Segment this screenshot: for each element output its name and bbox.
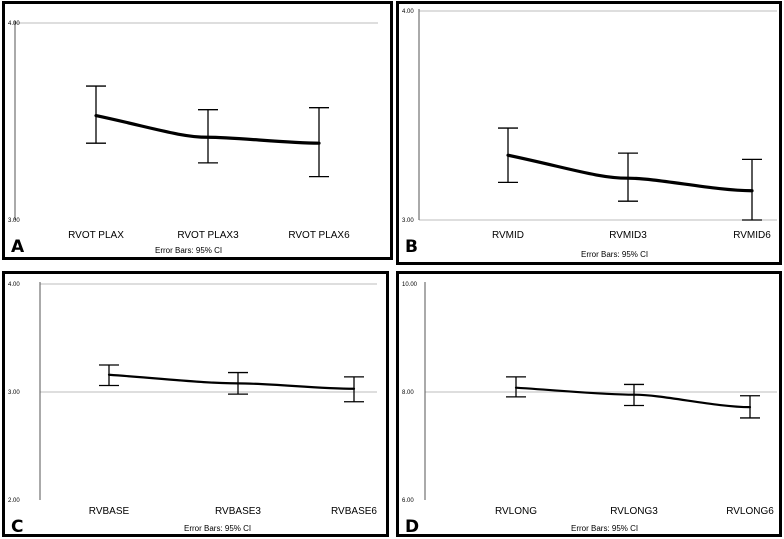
- category-label-b-1: RVMID3: [609, 230, 647, 241]
- error-bar-c-1: [228, 371, 248, 395]
- category-label-a-2: RVOT PLAX6: [288, 230, 350, 241]
- error-bar-a-1: [198, 109, 218, 164]
- category-label-b-2: RVMID6: [733, 230, 771, 241]
- error-bar-b-1: [618, 152, 638, 202]
- mean-line-d: [514, 386, 752, 409]
- chart-b: 3.00 4.00 RVMID RVMID3 RVMID6: [402, 9, 777, 241]
- category-label-d-0: RVLONG: [495, 506, 537, 517]
- error-bar-d-0: [506, 376, 526, 398]
- category-label-c-1: RVBASE3: [215, 506, 261, 517]
- y-tick-label-d-2: 10.00: [402, 282, 418, 288]
- mean-line-c: [107, 373, 356, 390]
- category-label-c-2: RVBASE6: [331, 506, 377, 517]
- chart-a: 3.00 4.00 RVOT PLAX RVOT PLAX3 RVOT PLAX6: [8, 21, 378, 241]
- panel-letter-c: C: [11, 517, 24, 537]
- y-tick-label-c-1: 3.00: [8, 390, 20, 396]
- chart-d: 6.00 8.00 10.00 RVLONG RVLONG3 RVLONG6: [402, 282, 777, 517]
- panel-letter-b: B: [405, 237, 418, 257]
- error-bar-d-2: [740, 395, 760, 419]
- category-label-a-0: RVOT PLAX: [68, 230, 124, 241]
- y-tick-label-c-0: 2.00: [8, 498, 20, 504]
- error-bar-a-2: [309, 107, 329, 178]
- panel-c: 2.00 3.00 4.00 RVBASE RVBASE3 RVBASE6 C Error…: [2, 271, 389, 537]
- panel-letter-a: A: [11, 237, 25, 257]
- category-label-b-0: RVMID: [492, 230, 524, 241]
- panel-d: 6.00 8.00 10.00 RVLONG RVLONG3 RVLONG6 D Erro…: [396, 271, 782, 537]
- panel-letter-d: D: [405, 517, 420, 537]
- error-bars-note-c: Error Bars: 95% CI: [184, 524, 252, 533]
- y-tick-label-a-0: 3.00: [8, 218, 20, 224]
- mean-line-b: [506, 153, 754, 193]
- y-tick-label-d-0: 6.00: [402, 498, 414, 504]
- y-tick-label-b-1: 4.00: [402, 9, 414, 15]
- error-bars-note-d: Error Bars: 95% CI: [571, 524, 639, 533]
- error-bar-b-2: [742, 158, 762, 221]
- error-bars-note-a: Error Bars: 95% CI: [155, 246, 223, 255]
- error-bar-a-0: [86, 85, 106, 144]
- chart-c: 2.00 3.00 4.00 RVBASE RVBASE3 RVBASE6: [8, 282, 377, 517]
- error-bars-note-b: Error Bars: 95% CI: [581, 250, 649, 259]
- error-bar-c-0: [99, 364, 119, 387]
- error-bar-c-2: [344, 376, 364, 403]
- category-label-c-0: RVBASE: [89, 506, 130, 517]
- y-tick-label-c-2: 4.00: [8, 282, 20, 288]
- category-label-d-1: RVLONG3: [610, 506, 658, 517]
- y-tick-label-a-1: 4.00: [8, 21, 20, 27]
- category-label-d-2: RVLONG6: [726, 506, 774, 517]
- error-bar-d-1: [624, 383, 644, 407]
- panel-a: 3.00 4.00 RVOT PLAX RVOT PLAX3 RVOT PLAX6 A …: [2, 1, 393, 260]
- y-tick-label-d-1: 8.00: [402, 390, 414, 396]
- error-bar-b-0: [498, 127, 518, 184]
- category-label-a-1: RVOT PLAX3: [177, 230, 239, 241]
- panel-b: 3.00 4.00 RVMID RVMID3 RVMID6 B Error Bars: …: [396, 1, 782, 265]
- y-tick-label-b-0: 3.00: [402, 218, 414, 224]
